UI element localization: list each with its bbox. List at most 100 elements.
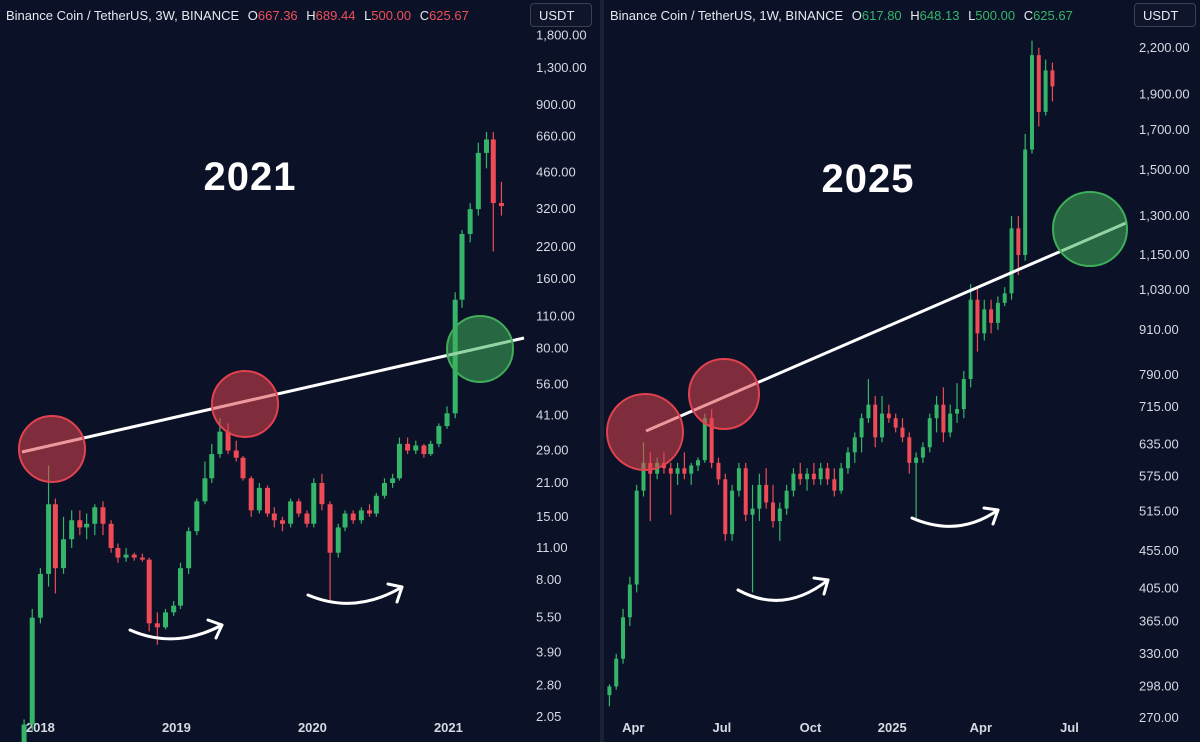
candle-body — [444, 413, 450, 427]
candle-body — [61, 539, 67, 569]
x-tick-label: 2025 — [878, 720, 907, 735]
candle-body — [859, 418, 864, 438]
candle-body — [373, 495, 379, 514]
candle-body — [271, 513, 277, 521]
currency-button[interactable]: USDT — [1134, 3, 1196, 27]
candle-body — [84, 523, 90, 528]
y-tick-label: 365.00 — [1139, 614, 1179, 629]
candle-body — [668, 468, 673, 474]
x-tick-label: Apr — [970, 720, 992, 735]
y-tick-label: 29.00 — [536, 443, 569, 458]
y-tick-label: 80.00 — [536, 341, 569, 356]
chart-1w-canvas: 2025 2,200.00 1,900.00 1,700.00 1,500.00 1,30… — [606, 40, 1190, 735]
candle-body — [350, 513, 356, 521]
candle-body — [948, 413, 953, 433]
x-tick-label: 2021 — [434, 720, 463, 735]
candle-body — [818, 468, 823, 480]
candle-body — [675, 468, 680, 474]
candle-body — [186, 531, 192, 569]
candle-body — [413, 445, 419, 451]
y-tick-label: 330.00 — [1139, 646, 1179, 661]
candle-body — [886, 413, 891, 419]
candle-body — [1050, 70, 1055, 87]
y-tick-label: 298.00 — [1139, 678, 1179, 693]
candle-body — [46, 504, 52, 574]
open-label: O — [247, 8, 258, 23]
candle-body — [682, 468, 687, 474]
candle-body — [217, 431, 223, 455]
candle-body — [627, 584, 632, 618]
candle-body — [852, 437, 857, 453]
y-tick-label: 8.00 — [536, 572, 561, 587]
open-label: O — [851, 8, 862, 23]
candle-body — [248, 478, 254, 511]
arrow-head — [206, 618, 224, 640]
candle-body — [69, 520, 75, 540]
candle-body — [757, 484, 762, 509]
candle-body — [21, 724, 27, 742]
candle-body — [736, 468, 741, 491]
candle-body — [459, 233, 465, 300]
candle-body — [641, 462, 646, 491]
y-tick-label: 575.00 — [1139, 468, 1179, 483]
candle-body — [100, 507, 106, 524]
candle-body — [961, 379, 966, 410]
symbol-header: Binance Coin / TetherUS, 1W, BINANCE O61… — [610, 8, 1073, 23]
candle-body — [171, 605, 177, 613]
y-tick-label: 1,300.00 — [1139, 208, 1190, 223]
candle-body — [421, 445, 427, 455]
currency-button[interactable]: USDT — [530, 3, 592, 27]
candle-body — [29, 617, 35, 725]
candle-body — [900, 427, 905, 438]
arrow-head — [386, 582, 404, 604]
curved-arrow — [910, 508, 1000, 528]
candles — [21, 131, 504, 742]
candle-body — [202, 478, 208, 502]
candle-body — [995, 302, 1000, 323]
x-tick-label: 2019 — [162, 720, 191, 735]
candle-body — [304, 513, 310, 524]
y-tick-label: 405.00 — [1139, 580, 1179, 595]
y-tick-label: 1,900.00 — [1139, 87, 1190, 102]
candle-body — [265, 487, 271, 514]
close-value: 625.67 — [429, 8, 469, 23]
candle-body — [405, 443, 411, 451]
y-tick-label: 910.00 — [1139, 322, 1179, 337]
y-tick-label: 160.00 — [536, 271, 576, 286]
candle-body — [146, 559, 152, 624]
y-tick-label: 2,200.00 — [1139, 40, 1190, 55]
candle-body — [880, 413, 885, 438]
chart-panel-3w: 2021 1,800.00 1,300.00 900.00 660.00 460.00 32… — [6, 3, 592, 742]
candle-body — [390, 478, 396, 484]
close-value: 625.67 — [1033, 8, 1073, 23]
candle-body — [131, 554, 137, 558]
y-tick-label: 270.00 — [1139, 710, 1179, 725]
candle-body — [467, 209, 473, 234]
y-tick-label: 660.00 — [536, 128, 576, 143]
candle-body — [139, 557, 145, 560]
candle-body — [955, 409, 960, 414]
candle-body — [319, 483, 325, 505]
arrow-head — [812, 576, 830, 596]
candle-body — [770, 502, 775, 522]
candle-body — [696, 460, 701, 466]
y-tick-label: 41.00 — [536, 408, 569, 423]
x-tick-label: 2020 — [298, 720, 327, 735]
candle-body — [784, 490, 789, 509]
candle-body — [709, 418, 714, 463]
candle-body — [730, 490, 735, 535]
y-tick-label: 900.00 — [536, 97, 576, 112]
y-tick-label: 15.00 — [536, 509, 569, 524]
y-tick-label: 455.00 — [1139, 543, 1179, 558]
open-value: 617.80 — [861, 8, 902, 23]
curved-arrow — [306, 585, 404, 605]
candle-body — [907, 437, 912, 463]
chart-panel-1w: 2025 2,200.00 1,900.00 1,700.00 1,500.00 1,30… — [604, 0, 1200, 742]
candle-body — [743, 468, 748, 515]
candle-body — [634, 490, 639, 585]
candle-body — [311, 483, 317, 524]
candle-body — [989, 309, 994, 323]
candle-body — [1036, 55, 1041, 112]
symbol-title: Binance Coin / TetherUS, 3W, BINANCE — [6, 8, 240, 23]
candle-body — [1023, 149, 1028, 256]
